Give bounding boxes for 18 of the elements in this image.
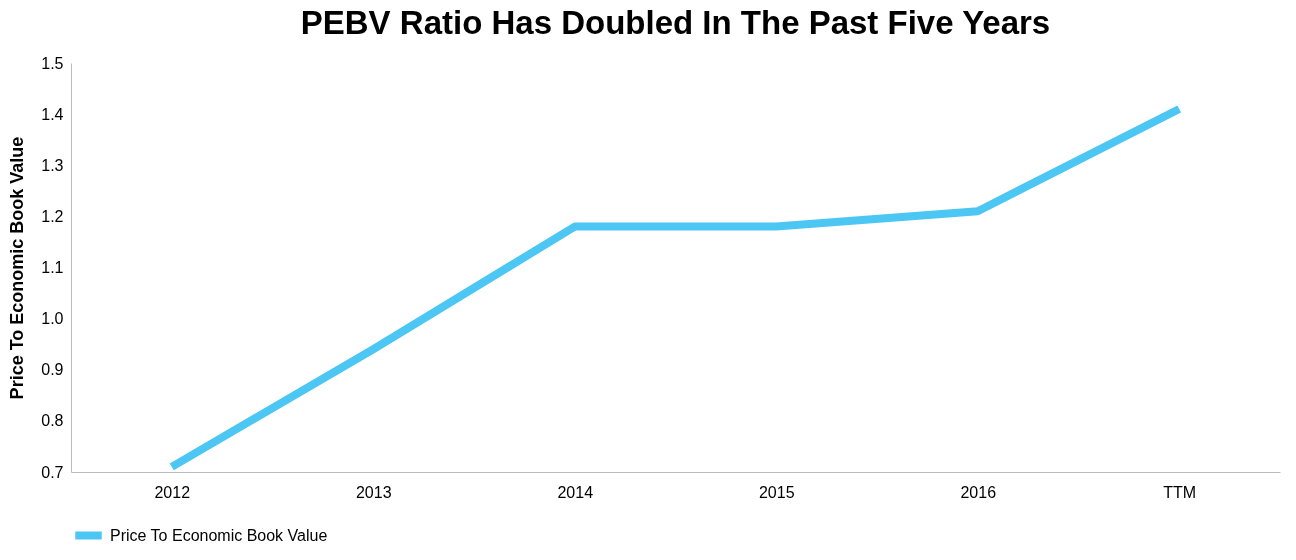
y-tick-label: 1.1 — [41, 259, 64, 276]
x-tick-label: TTM — [1163, 483, 1197, 501]
y-tick-label: 1.4 — [41, 105, 64, 123]
y-tick-label: 1.3 — [41, 156, 64, 174]
x-tick-label: 2016 — [960, 483, 997, 501]
y-tick-label: 0.9 — [41, 361, 64, 379]
x-tick-label: 2014 — [557, 483, 594, 501]
y-axis-title: Price To Economic Book Value — [7, 136, 28, 400]
y-tick-label: 0.7 — [41, 463, 64, 481]
y-tick-label: 0.8 — [41, 412, 64, 430]
x-tick-label: 2013 — [355, 483, 392, 501]
chart-title: PEBV Ratio Has Doubled In The Past Five Years — [300, 4, 1051, 41]
x-tick-label: 2015 — [758, 483, 795, 501]
x-tick-label: 2012 — [154, 483, 191, 501]
y-tick-label: 1.5 — [41, 54, 64, 72]
legend-label: Price To Economic Book Value — [110, 526, 328, 544]
y-tick-label: 1.2 — [41, 207, 64, 225]
y-tick-label: 1.0 — [41, 310, 64, 328]
